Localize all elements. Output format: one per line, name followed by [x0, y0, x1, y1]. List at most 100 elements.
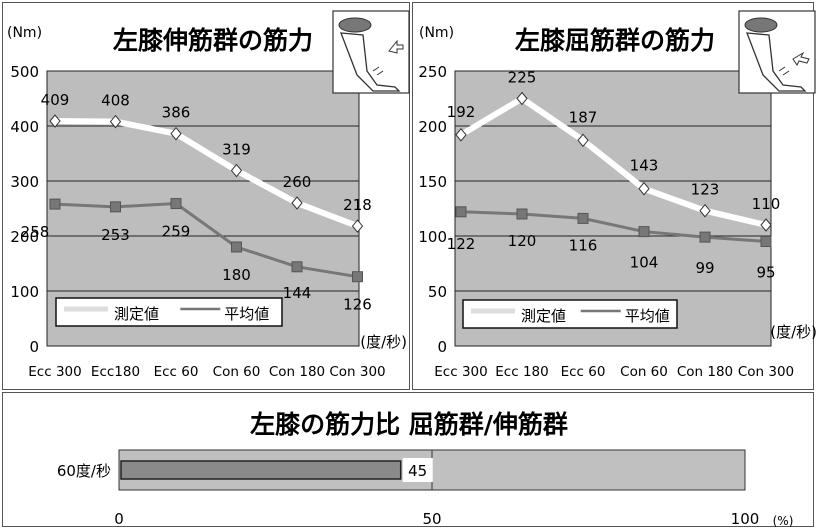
- chart-title: 左膝の筋力比 屈筋群/伸筋群: [250, 410, 568, 439]
- x-axis-unit: (%): [773, 514, 794, 528]
- data-label-measured: 408: [101, 92, 130, 110]
- measured-marker: [455, 128, 467, 142]
- measured-marker: [760, 218, 772, 232]
- data-label-average: 122: [447, 235, 476, 253]
- data-label-measured: 110: [752, 195, 781, 213]
- y-tick-label: 150: [418, 173, 447, 191]
- average-marker: [699, 231, 711, 243]
- x-tick-label: Ecc 60: [561, 364, 606, 380]
- series-line-measured: [459, 94, 767, 228]
- bar-category-label: 60度/秒: [57, 462, 111, 480]
- average-marker: [291, 261, 303, 273]
- data-label-average: 99: [695, 259, 714, 277]
- data-label-measured: 187: [569, 108, 598, 126]
- y-tick-label: 100: [418, 228, 447, 246]
- x-tick-label: Con 300: [329, 364, 385, 380]
- data-label-average: 180: [222, 266, 251, 284]
- x-tick-label: Ecc180: [91, 364, 140, 380]
- data-label-average: 95: [756, 264, 775, 282]
- series-line-measured: [54, 118, 359, 229]
- data-label-measured: 409: [41, 91, 70, 109]
- x-tick-label: Con 300: [738, 364, 794, 380]
- measured-marker: [291, 196, 303, 210]
- ratio-chart: 左膝の筋力比 屈筋群/伸筋群 45 60度/秒 0 50 100 (%): [57, 410, 794, 528]
- knee-flexion-icon: [738, 10, 816, 94]
- arrow-icon: [792, 51, 810, 66]
- y-tick-label: 400: [10, 118, 39, 136]
- x-tick-label: 50: [422, 510, 441, 528]
- leg-icon: [340, 32, 401, 92]
- extensor-chart-panel: 0 100 200 300 400 500 (Nm) 左膝伸筋群の筋力 Ecc 300 Ecc18…: [2, 2, 410, 390]
- data-label-measured: 192: [447, 103, 476, 121]
- legend-label-average: 平均値: [224, 305, 269, 323]
- y-axis-unit: (Nm): [419, 25, 454, 41]
- measured-marker: [699, 203, 711, 218]
- y-tick-label: 300: [10, 173, 39, 191]
- y-tick-label: 250: [418, 63, 447, 81]
- motion-lines-icon: [778, 66, 790, 76]
- data-label-measured: 143: [630, 157, 659, 175]
- data-label-measured: 260: [283, 173, 312, 191]
- data-label-measured: 225: [508, 69, 537, 87]
- data-label-bg: [402, 458, 433, 482]
- leg-icon: [746, 32, 807, 92]
- x-tick-label: Con 180: [269, 364, 325, 380]
- x-axis-unit: (度/秒): [770, 323, 816, 341]
- legend-label-average: 平均値: [625, 307, 670, 325]
- data-label-measured: 123: [691, 181, 720, 199]
- data-label-value: 45: [408, 462, 427, 480]
- average-marker: [170, 198, 182, 210]
- data-label-measured: 386: [162, 104, 191, 122]
- ratio-bar: [120, 460, 402, 480]
- average-marker: [516, 208, 528, 220]
- average-marker: [760, 236, 772, 247]
- series-line-average: [460, 210, 767, 243]
- data-label-average: 144: [283, 284, 312, 302]
- average-marker: [638, 226, 650, 238]
- data-label-measured: 218: [343, 196, 372, 214]
- average-marker: [49, 198, 61, 210]
- measured-marker: [516, 91, 528, 106]
- measured-marker: [49, 114, 61, 128]
- y-tick-label: 50: [428, 283, 447, 301]
- average-marker: [110, 201, 121, 213]
- motion-lines-icon: [372, 66, 384, 76]
- x-tick-label: Ecc 300: [28, 364, 81, 380]
- legend-label-measured: 測定値: [114, 305, 159, 323]
- data-label-average: 104: [630, 254, 659, 272]
- y-tick-label: 100: [10, 283, 39, 301]
- flexor-chart-panel: 0 50 100 150 200 250 (Nm) 左膝屈筋群の筋力 Ecc 300 Ecc 18…: [412, 2, 816, 390]
- arrow-icon: [388, 39, 404, 54]
- data-label-average: 259: [162, 223, 191, 241]
- average-marker: [231, 241, 242, 253]
- data-label-measured: 319: [222, 141, 251, 159]
- y-axis-unit: (Nm): [7, 25, 42, 41]
- x-tick-label: Ecc 180: [495, 364, 548, 380]
- y-tick-label: 0: [29, 338, 39, 356]
- knee-pad-icon: [338, 17, 372, 33]
- x-tick-label: Ecc 60: [154, 364, 199, 380]
- ratio-chart-panel: 左膝の筋力比 屈筋群/伸筋群 45 60度/秒 0 50 100 (%): [2, 392, 814, 528]
- x-axis-unit: (度/秒): [360, 333, 407, 351]
- measured-marker: [577, 133, 589, 148]
- flexor-chart: 0 50 100 150 200 250 (Nm) 左膝屈筋群の筋力 Ecc 300 Ecc 18…: [418, 10, 816, 380]
- average-marker: [577, 212, 589, 224]
- chart-title: 左膝伸筋群の筋力: [113, 26, 313, 55]
- y-tick-label: 0: [437, 338, 447, 356]
- measured-marker: [351, 219, 364, 233]
- average-marker: [352, 271, 363, 283]
- measured-marker: [230, 163, 243, 178]
- x-tick-label: 100: [731, 510, 760, 528]
- measured-marker: [109, 114, 122, 129]
- data-label-average: 258: [21, 223, 50, 241]
- knee-pad-icon: [744, 17, 778, 33]
- average-marker: [455, 206, 467, 218]
- data-label-average: 126: [343, 296, 372, 314]
- data-label-average: 116: [569, 236, 598, 254]
- legend-label-measured: 測定値: [521, 307, 566, 325]
- knee-extension-icon: [332, 10, 410, 94]
- x-tick-label: Con 60: [620, 364, 668, 380]
- series-line-average: [54, 202, 358, 279]
- measured-marker: [170, 126, 182, 141]
- data-label-average: 120: [508, 232, 537, 250]
